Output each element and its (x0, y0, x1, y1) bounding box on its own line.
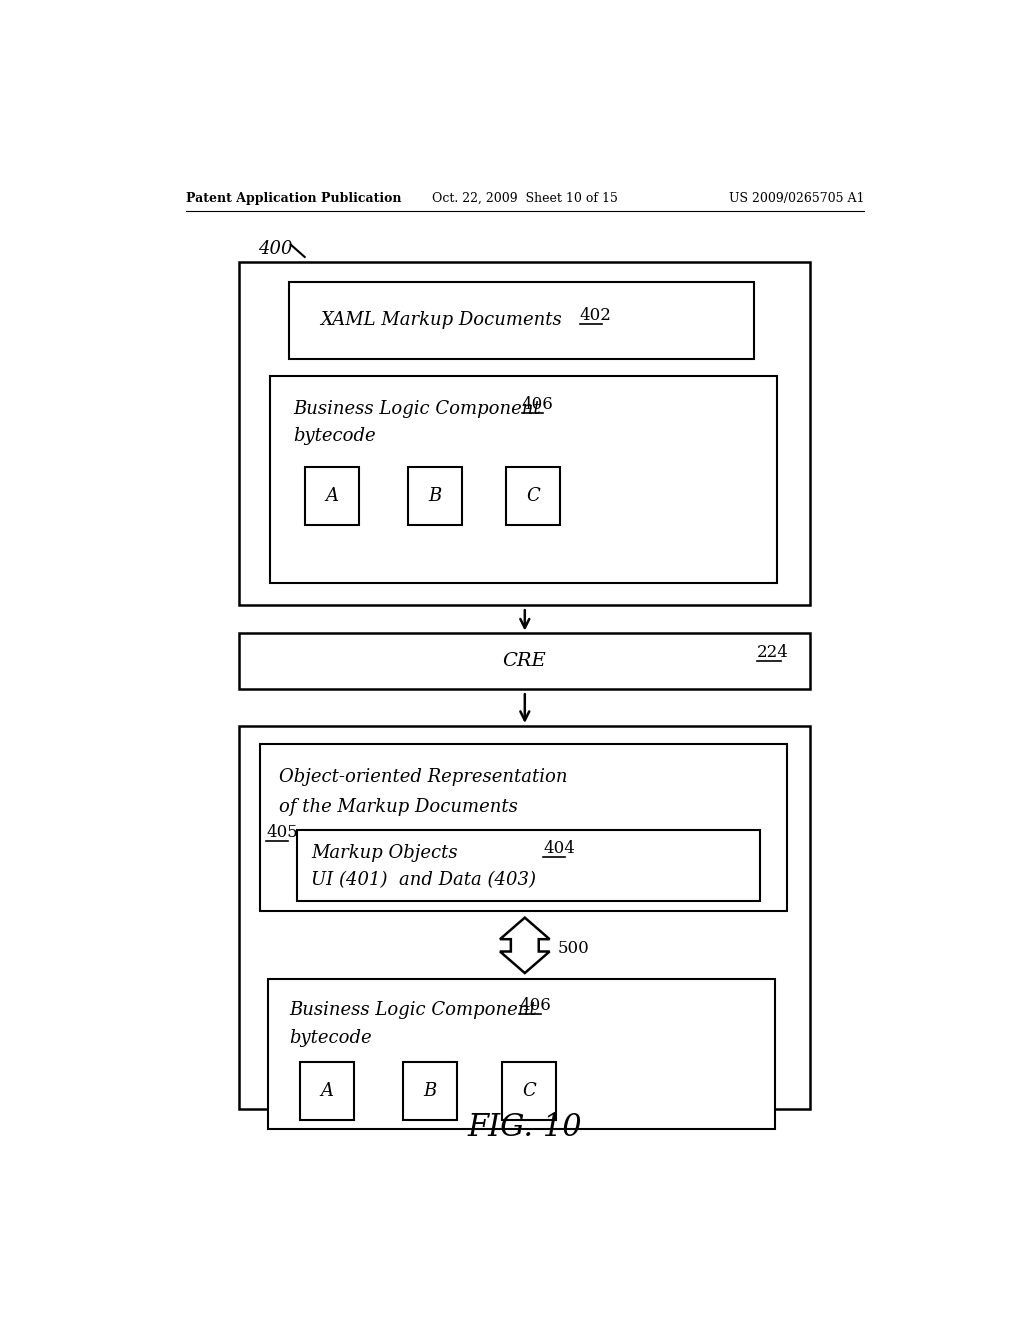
Bar (502, 1063, 556, 1121)
Text: CRE: CRE (503, 652, 546, 671)
Text: bytecode: bytecode (293, 428, 376, 445)
Text: 402: 402 (580, 308, 611, 323)
Text: 400: 400 (258, 240, 293, 259)
Text: 406: 406 (521, 396, 553, 413)
Text: Business Logic Component: Business Logic Component (293, 400, 541, 417)
Bar (403, 1063, 458, 1121)
Text: Business Logic Component: Business Logic Component (289, 1001, 537, 1019)
Bar (270, 376, 776, 582)
Text: 405: 405 (266, 824, 298, 841)
Bar (300, 1063, 354, 1121)
Text: US 2009/0265705 A1: US 2009/0265705 A1 (729, 191, 864, 205)
Text: 224: 224 (758, 644, 790, 661)
Text: Markup Objects: Markup Objects (311, 843, 458, 862)
Text: 500: 500 (557, 940, 589, 957)
Bar (297, 830, 761, 902)
Bar (289, 281, 755, 359)
Bar (506, 467, 560, 525)
Bar (260, 743, 786, 911)
Text: of the Markup Documents: of the Markup Documents (280, 797, 518, 816)
Text: B: B (424, 1082, 437, 1101)
Text: C: C (522, 1082, 536, 1101)
Bar (408, 467, 462, 525)
Text: 406: 406 (519, 997, 551, 1014)
Text: Object-oriented Representation: Object-oriented Representation (280, 768, 567, 787)
Bar (305, 467, 359, 525)
Text: bytecode: bytecode (289, 1028, 372, 1047)
Text: Patent Application Publication: Patent Application Publication (186, 191, 401, 205)
Text: Oct. 22, 2009  Sheet 10 of 15: Oct. 22, 2009 Sheet 10 of 15 (432, 191, 617, 205)
Text: A: A (326, 487, 338, 506)
Text: UI (401)  and Data (403): UI (401) and Data (403) (311, 871, 536, 888)
Text: C: C (526, 487, 541, 506)
Bar (239, 263, 810, 605)
Text: 404: 404 (544, 840, 575, 857)
Bar (239, 634, 810, 689)
Text: XAML Markup Documents: XAML Markup Documents (321, 312, 562, 329)
Text: B: B (428, 487, 441, 506)
Polygon shape (500, 917, 550, 973)
Text: A: A (321, 1082, 334, 1101)
Bar (267, 979, 775, 1130)
Bar (239, 726, 810, 1109)
Text: FIG. 10: FIG. 10 (468, 1111, 582, 1143)
